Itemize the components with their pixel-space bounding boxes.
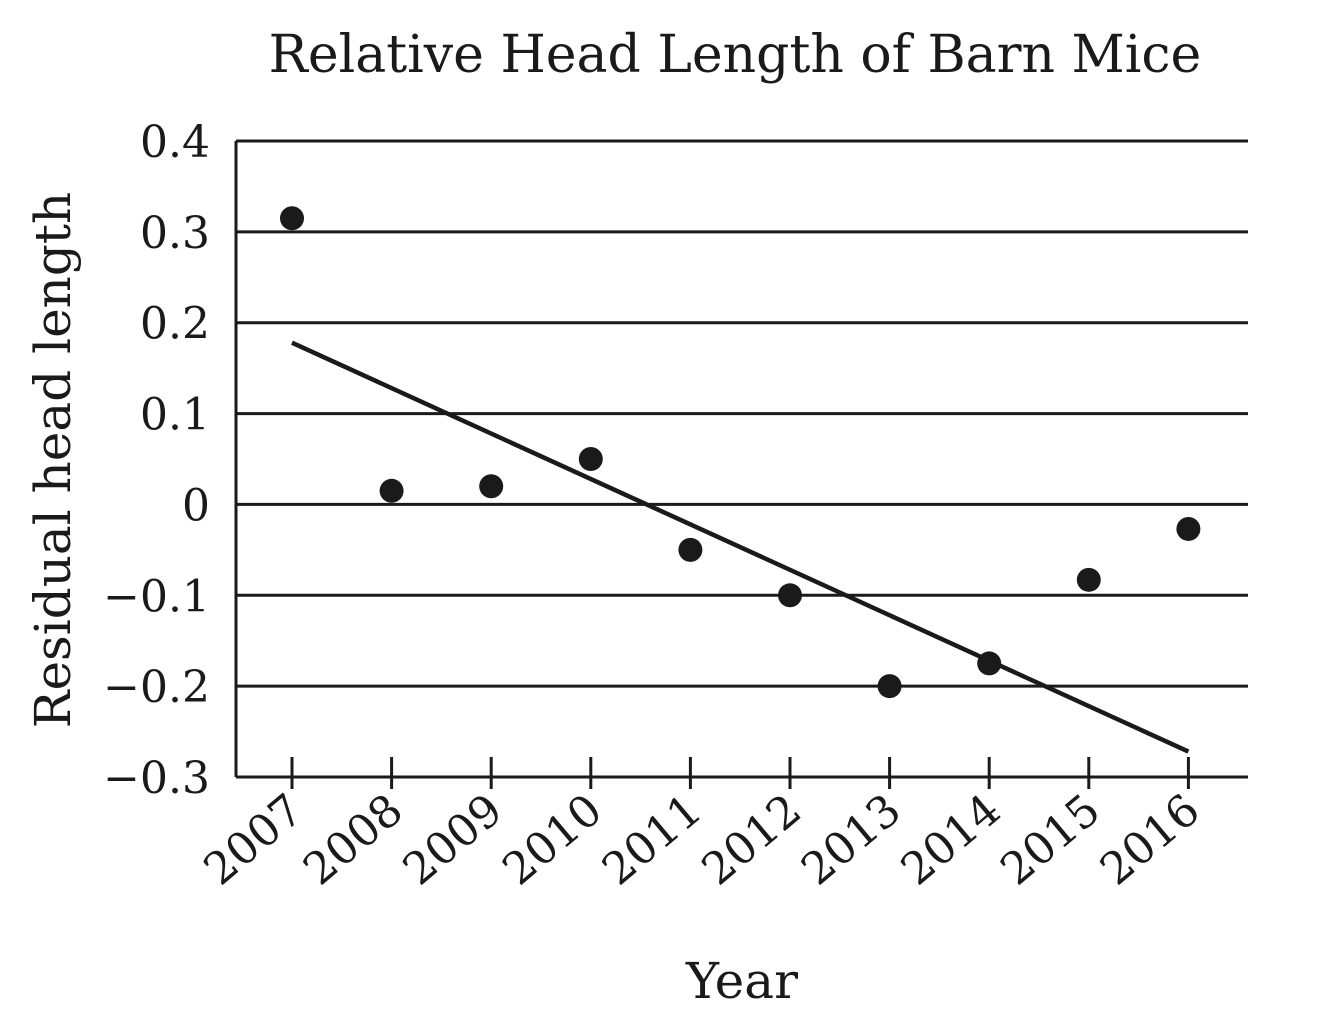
x-tick-label: 2008 bbox=[294, 784, 413, 895]
data-point-2011 bbox=[678, 537, 703, 562]
y-tick-label: 0.3 bbox=[140, 208, 210, 259]
y-tick-label: 0.2 bbox=[140, 299, 210, 350]
y-tick-label: 0.1 bbox=[140, 390, 210, 441]
x-tick-label: 2011 bbox=[593, 784, 712, 895]
grid-layer bbox=[236, 139, 1248, 779]
axis-layer bbox=[234, 141, 1190, 789]
chart-title: Relative Head Length of Barn Mice bbox=[269, 25, 1202, 85]
data-point-2008 bbox=[379, 478, 404, 503]
x-axis-label: Year bbox=[685, 952, 798, 1010]
x-tick-label: 2009 bbox=[394, 784, 513, 895]
x-tick-label: 2012 bbox=[693, 784, 812, 895]
x-tick-label: 2015 bbox=[991, 784, 1110, 895]
x-tick-label: 2013 bbox=[792, 784, 911, 895]
y-axis-label: Residual head length bbox=[24, 192, 82, 728]
y-tick-labels: 0.4 0.3 0.2 0.1 0 −0.1 −0.2 −0.3 bbox=[103, 117, 210, 804]
data-points bbox=[280, 206, 1201, 699]
data-point-2015 bbox=[1076, 567, 1101, 592]
y-tick-label: −0.3 bbox=[103, 753, 210, 804]
data-point-2010 bbox=[578, 447, 603, 471]
y-tick-label: −0.2 bbox=[103, 662, 210, 713]
y-tick-label: −0.1 bbox=[103, 571, 210, 622]
data-point-2009 bbox=[479, 474, 504, 499]
x-tick-label: 2007 bbox=[195, 784, 314, 895]
trend-line bbox=[291, 340, 1190, 754]
data-point-2016 bbox=[1176, 516, 1201, 541]
y-tick-label: 0 bbox=[182, 480, 210, 531]
x-tick-label: 2014 bbox=[892, 784, 1011, 895]
data-point-2012 bbox=[778, 583, 802, 608]
trend-layer bbox=[291, 340, 1190, 754]
data-point-2007 bbox=[280, 206, 304, 231]
x-tick-label: 2010 bbox=[493, 784, 612, 895]
x-tick-label: 2016 bbox=[1091, 784, 1210, 895]
data-point-2013 bbox=[877, 674, 902, 699]
y-tick-label: 0.4 bbox=[140, 117, 210, 168]
data-point-2014 bbox=[977, 651, 1002, 676]
